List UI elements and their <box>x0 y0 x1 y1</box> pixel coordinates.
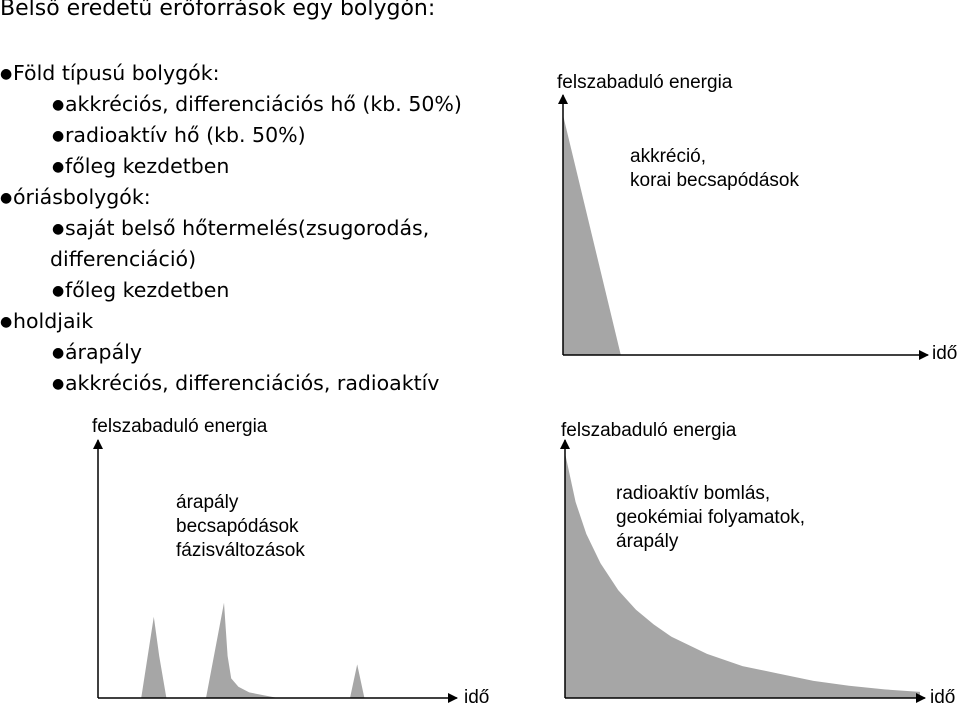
bullet-item: ●Föld típusú bolygók: <box>0 58 462 89</box>
energy-area <box>141 602 365 698</box>
bullet-dot-icon: ● <box>52 221 65 237</box>
x-axis-label: idő <box>932 343 957 364</box>
y-axis-label: felszabaduló energia <box>92 416 268 437</box>
bullet-text: főleg kezdetben <box>65 278 230 302</box>
bullet-text: akkréciós, differenciációs, radioaktív <box>65 371 440 395</box>
bullet-dot-icon: ● <box>52 283 65 299</box>
bullet-text: Föld típusú bolygók: <box>13 61 220 85</box>
bullet-text: akkréciós, differenciációs hő (kb. 50%) <box>65 92 462 116</box>
bullet-item: ●főleg kezdetben <box>0 151 462 182</box>
bullet-text: saját belső hőtermelés(zsugorodás, <box>65 216 430 240</box>
bullet-item: ●akkréciós, differenciációs, radioaktív <box>0 368 462 399</box>
bullet-dot-icon: ● <box>52 128 65 144</box>
bullet-item: ●árapály <box>0 337 462 368</box>
x-axis-label: idő <box>930 687 955 707</box>
chart-annotation: korai becsapódások <box>630 170 799 191</box>
bullet-dot-icon: ● <box>52 376 65 392</box>
bullet-text: holdjaik <box>13 309 94 333</box>
bullet-list: ●Föld típusú bolygók: ●akkréciós, differ… <box>0 58 462 399</box>
bullet-dot-icon: ● <box>52 159 65 175</box>
bullet-text: radioaktív hő (kb. 50%) <box>65 123 306 147</box>
bullet-dot-icon: ● <box>0 66 13 82</box>
bullet-dot-icon: ● <box>52 345 65 361</box>
bullet-dot-icon: ● <box>52 97 65 113</box>
chart-annotation: árapály <box>176 492 239 513</box>
bullet-dot-icon: ● <box>0 190 13 206</box>
energy-area <box>563 115 621 355</box>
chart-annotation: akkréció, <box>630 146 706 167</box>
bullet-text: főleg kezdetben <box>65 154 230 178</box>
bullet-text: óriásbolygók: <box>13 185 151 209</box>
energy-chart-2: felszabaduló energia idő árapály becsapódás… <box>92 416 489 707</box>
bullet-continuation: differenciáció) <box>0 244 462 275</box>
chart-annotation: becsapódások <box>176 516 299 537</box>
chart-annotation: árapály <box>616 531 679 552</box>
bullet-item: ●óriásbolygók: <box>0 182 462 213</box>
chart-annotation: geokémiai folyamatok, <box>616 507 805 528</box>
energy-chart-3: felszabaduló energia idő radioaktív bomlás… <box>560 420 955 707</box>
bullet-item: ●radioaktív hő (kb. 50%) <box>0 120 462 151</box>
energy-chart-1: felszabaduló energia idő akkréció, korai be… <box>557 72 957 364</box>
bullet-item: ●holdjaik <box>0 306 462 337</box>
bullet-item: ●főleg kezdetben <box>0 275 462 306</box>
chart-annotation: fázisváltozások <box>176 540 305 561</box>
chart-annotation: radioaktív bomlás, <box>616 483 770 504</box>
y-axis-label: felszabaduló energia <box>557 72 733 93</box>
slide-title: Belső eredetű erőforrások egy bolygón: <box>0 0 436 21</box>
bullet-dot-icon: ● <box>0 314 13 330</box>
bullet-item: ●saját belső hőtermelés(zsugorodás, <box>0 213 462 244</box>
y-axis-label: felszabaduló energia <box>561 420 737 441</box>
bullet-text: differenciáció) <box>50 247 197 271</box>
bullet-item: ●akkréciós, differenciációs hő (kb. 50%) <box>0 89 462 120</box>
bullet-text: árapály <box>65 340 142 364</box>
x-axis-label: idő <box>464 687 489 707</box>
energy-area <box>565 453 920 698</box>
